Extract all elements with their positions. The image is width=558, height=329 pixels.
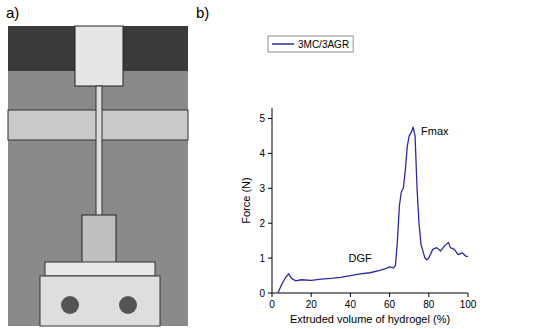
x-tick-label: 100 <box>460 299 477 310</box>
x-axis <box>272 293 468 294</box>
x-tick-label: 80 <box>423 299 435 310</box>
legend: 3MC/3AGR <box>268 36 353 52</box>
legend-swatch <box>272 43 294 45</box>
x-tick-label: 60 <box>384 299 396 310</box>
load-cell <box>75 26 123 86</box>
annotation: Fmax <box>421 125 449 137</box>
hotplate <box>40 276 160 326</box>
y-axis-title: Force (N) <box>240 177 252 223</box>
beaker <box>82 215 116 263</box>
y-tick <box>268 153 272 154</box>
y-tick <box>268 293 272 294</box>
panel-label: b) <box>196 4 209 21</box>
x-tick <box>350 293 351 297</box>
x-tick-label: 20 <box>306 299 318 310</box>
knob <box>119 296 137 314</box>
y-tick-label: 0 <box>259 288 265 299</box>
x-tick-label: 40 <box>345 299 357 310</box>
y-tick <box>268 118 272 119</box>
plot-area <box>278 127 468 293</box>
figure: a) b) 0 20 40 60 80 100 0 1 2 3 4 5 Extruded volume of… <box>0 0 558 329</box>
x-tick <box>389 293 390 297</box>
axes: 0 20 40 60 80 100 0 1 2 3 4 5 <box>259 108 476 310</box>
y-tick-label: 3 <box>259 183 265 194</box>
y-axis <box>272 108 273 293</box>
x-tick-label: 0 <box>269 299 275 310</box>
photo <box>8 26 188 326</box>
plunger <box>96 86 102 216</box>
photo-bg <box>8 26 188 326</box>
x-tick <box>468 293 469 297</box>
y-tick-label: 5 <box>259 113 265 124</box>
x-axis-title: Extruded volume of hydrogel (%) <box>290 313 450 325</box>
x-tick <box>428 293 429 297</box>
panel-label: a) <box>6 4 19 21</box>
y-tick <box>268 223 272 224</box>
annotation: DGF <box>349 252 373 264</box>
y-tick <box>268 258 272 259</box>
legend-box <box>268 36 353 52</box>
y-tick <box>268 188 272 189</box>
y-tick-label: 4 <box>259 148 265 159</box>
y-tick-label: 1 <box>259 253 265 264</box>
knob <box>61 296 79 314</box>
y-tick-label: 2 <box>259 218 265 229</box>
x-tick <box>272 293 273 297</box>
legend-label: 3MC/3AGR <box>298 39 349 50</box>
data-line <box>278 127 468 293</box>
hotplate-top <box>45 262 155 276</box>
annotations: DGF Fmax <box>349 125 450 264</box>
x-tick <box>311 293 312 297</box>
